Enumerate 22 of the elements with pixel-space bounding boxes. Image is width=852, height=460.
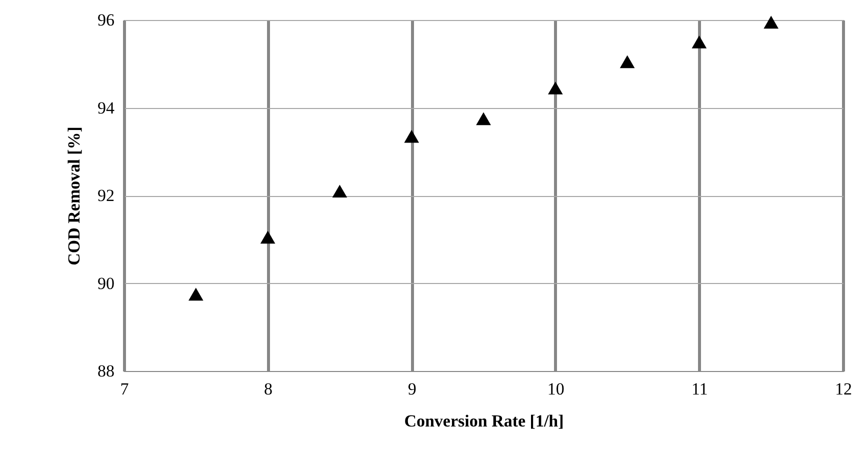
y-axis-title: COD Removal [%] [64, 126, 84, 266]
point [260, 230, 276, 244]
point [764, 16, 779, 29]
x-tick-label: 12 [835, 380, 852, 398]
y-tick-label: 90 [98, 274, 114, 293]
point [332, 184, 348, 198]
point [404, 130, 420, 143]
y-tick-label: 94 [98, 98, 115, 118]
x-axis-title: Conversion Rate [1/h] [404, 412, 564, 430]
x-tick-label: 10 [547, 380, 564, 398]
point [548, 82, 563, 94]
point [692, 36, 707, 48]
x-tick-label: 9 [408, 380, 416, 398]
point [620, 55, 635, 68]
y-tick-label: 88 [98, 362, 114, 380]
x-tick-label: 11 [692, 380, 708, 398]
point [476, 112, 491, 126]
point [188, 288, 204, 301]
x-tick-label: 7 [120, 380, 130, 398]
x-tick-label: 8 [264, 380, 273, 398]
y-tick-label: 92 [98, 186, 114, 205]
y-tick-label: 96 [98, 10, 114, 30]
